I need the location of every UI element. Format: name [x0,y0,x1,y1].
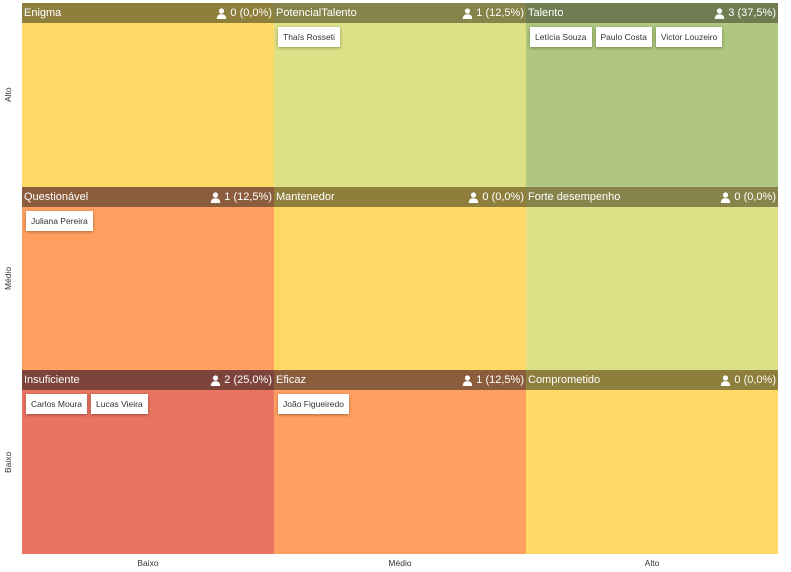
x-axis-label-baixo: Baixo [137,558,159,568]
employee-card[interactable]: Victor Louzeiro [655,27,723,47]
card-list [526,207,778,215]
person-icon [462,7,473,19]
cell-count-value: 3 (37,5%) [728,7,776,19]
person-icon [714,7,725,19]
x-axis-label-alto: Alto [644,558,660,568]
cell-count: 0 (0,0%) [216,7,272,19]
cell-header: Comprometido 0 (0,0%) [526,370,778,390]
y-axis-label-medio: Médio [3,266,13,291]
employee-card[interactable]: João Figueiredo [278,394,349,414]
cell-header: Eficaz 1 (12,5%) [274,370,526,390]
cell-forte-desempenho[interactable]: Forte desempenho 0 (0,0%) [526,187,778,370]
person-icon [210,191,221,203]
cell-title: Forte desempenho [528,191,621,203]
cell-count-value: 0 (0,0%) [734,191,776,203]
cell-count: 0 (0,0%) [720,374,776,386]
card-list [526,390,778,398]
cell-title: Talento [528,7,564,19]
card-list: Juliana Pereira [22,207,274,235]
employee-card[interactable]: Letícia Souza [530,27,592,47]
cell-header: Forte desempenho 0 (0,0%) [526,187,778,207]
cell-title: Questionável [24,191,89,203]
cell-header: Insuficiente 2 (25,0%) [22,370,274,390]
cell-count-value: 1 (12,5%) [224,191,272,203]
card-list [274,207,526,215]
person-icon [216,7,227,19]
person-icon [720,374,731,386]
cell-talento[interactable]: Talento 3 (37,5%) Letícia Souza Paulo Cos… [526,3,778,187]
card-list: Thaís Rosseti [274,23,526,51]
cell-count-value: 0 (0,0%) [734,374,776,386]
y-axis-label-baixo: Baixo [3,451,13,473]
cell-title: Mantenedor [276,191,335,203]
cell-potencial-talento[interactable]: PotencialTalento 1 (12,5%) Thaís Rosseti [274,3,526,187]
cell-count: 2 (25,0%) [210,374,272,386]
cell-header: Enigma 0 (0,0%) [22,3,274,23]
employee-card[interactable]: Juliana Pereira [26,211,93,231]
cell-count: 1 (12,5%) [462,374,524,386]
cell-title: Comprometido [528,374,601,386]
cell-count-value: 1 (12,5%) [476,7,524,19]
cell-count: 0 (0,0%) [468,191,524,203]
cell-count: 0 (0,0%) [720,191,776,203]
cell-count-value: 2 (25,0%) [224,374,272,386]
cell-header: Questionável 1 (12,5%) [22,187,274,207]
x-axis-label-medio: Médio [388,558,412,568]
card-list: João Figueiredo [274,390,526,418]
cell-eficaz[interactable]: Eficaz 1 (12,5%) João Figueiredo [274,370,526,554]
person-icon [210,374,221,386]
employee-card[interactable]: Thaís Rosseti [278,27,340,47]
card-list: Carlos Moura Lucas Vieira [22,390,274,418]
cell-mantenedor[interactable]: Mantenedor 0 (0,0%) [274,187,526,370]
cell-count-value: 0 (0,0%) [482,191,524,203]
cell-enigma[interactable]: Enigma 0 (0,0%) [22,3,274,187]
employee-card[interactable]: Paulo Costa [595,27,652,47]
cell-count: 1 (12,5%) [462,7,524,19]
cell-count: 3 (37,5%) [714,7,776,19]
cell-title: Enigma [24,7,62,19]
employee-card[interactable]: Lucas Vieira [91,394,148,414]
cell-header: PotencialTalento 1 (12,5%) [274,3,526,23]
nine-box-grid: Enigma 0 (0,0%) PotencialTalento 1 (12,5… [22,3,778,554]
cell-count-value: 0 (0,0%) [230,7,272,19]
cell-count-value: 1 (12,5%) [476,374,524,386]
y-axis-label-alto: Alto [3,87,13,103]
cell-count: 1 (12,5%) [210,191,272,203]
cell-title: PotencialTalento [276,7,357,19]
person-icon [462,374,473,386]
cell-title: Eficaz [276,374,306,386]
cell-header: Mantenedor 0 (0,0%) [274,187,526,207]
card-list: Letícia Souza Paulo Costa Victor Louzeiro [526,23,778,51]
card-list [22,23,274,31]
cell-insuficiente[interactable]: Insuficiente 2 (25,0%) Carlos Moura Lucas… [22,370,274,554]
cell-header: Talento 3 (37,5%) [526,3,778,23]
employee-card[interactable]: Carlos Moura [26,394,88,414]
person-icon [468,191,479,203]
cell-comprometido[interactable]: Comprometido 0 (0,0%) [526,370,778,554]
cell-title: Insuficiente [24,374,80,386]
cell-questionavel[interactable]: Questionável 1 (12,5%) Juliana Pereira [22,187,274,370]
person-icon [720,191,731,203]
